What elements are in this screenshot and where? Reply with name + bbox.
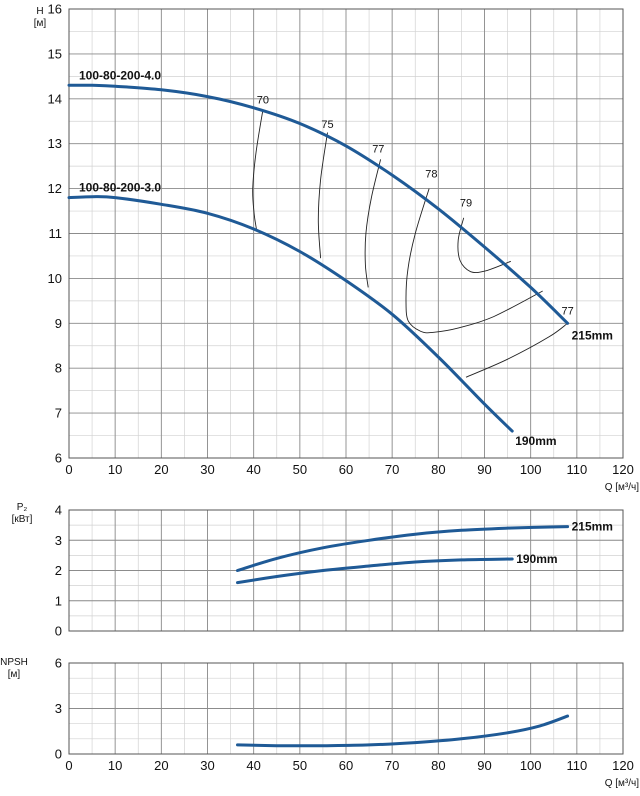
efficiency-label: 78 <box>425 168 437 180</box>
x-tick-label: 70 <box>385 462 399 477</box>
y-tick-label: 3 <box>55 701 62 716</box>
series-name-label: 100-80-200-3.0 <box>79 181 161 195</box>
y-tick-label: 7 <box>55 406 62 421</box>
efficiency-iso-line <box>317 132 328 259</box>
x-tick-label: 50 <box>293 758 307 773</box>
x-tick-label: 120 <box>612 462 634 477</box>
series-end-label: 190mm <box>515 434 556 448</box>
y-tick-label: 0 <box>55 747 62 762</box>
series-end-label: 190mm <box>516 552 557 566</box>
series-end-label: 215mm <box>572 328 613 342</box>
efficiency-label: 77 <box>372 144 384 156</box>
x-tick-label: 70 <box>385 758 399 773</box>
series-end-label: 215mm <box>572 520 613 534</box>
efficiency-iso-line <box>457 217 511 274</box>
x-tick-label: 100 <box>520 758 542 773</box>
y-axis-label-line: NPSH <box>0 657 28 668</box>
efficiency-label: 70 <box>257 94 269 106</box>
y-tick-label: 0 <box>55 624 62 639</box>
y-tick-label: 3 <box>55 533 62 548</box>
y-tick-label: 13 <box>48 136 62 151</box>
x-tick-label: 110 <box>566 462 587 477</box>
x-tick-label: 60 <box>339 758 353 773</box>
y-axis-label-line: P₂ <box>17 502 28 513</box>
y-tick-label: 6 <box>55 451 62 466</box>
efficiency-iso-line <box>405 188 543 334</box>
series-line <box>67 195 514 433</box>
x-axis-label: Q [м³/ч] <box>605 778 640 789</box>
x-tick-label: 50 <box>293 462 307 477</box>
y-axis-label: H [м] <box>34 6 47 29</box>
power-panel: 0 1 2 3 4 P₂ [кВт] 215mm 190mm <box>12 502 624 639</box>
y-tick-label: 4 <box>55 503 62 518</box>
x-tick-label: 40 <box>246 462 260 477</box>
efficiency-label: 79 <box>460 198 472 210</box>
x-tick-label: 10 <box>108 462 122 477</box>
y-tick-label: 15 <box>48 46 62 61</box>
x-axis-label: Q [м³/ч] <box>605 482 640 493</box>
y-axis-label-line: [кВт] <box>12 514 33 525</box>
y-tick-label: 8 <box>55 361 62 376</box>
y-axis-label-line: [м] <box>34 18 47 29</box>
x-tick-label: 0 <box>65 758 72 773</box>
series-name-label: 100-80-200-4.0 <box>79 68 161 82</box>
x-tick-label: 10 <box>108 758 122 773</box>
npsh-plot-frame <box>68 662 624 755</box>
x-tick-label: 80 <box>431 462 445 477</box>
head-plot-frame <box>68 8 624 459</box>
y-tick-label: 12 <box>48 181 62 196</box>
x-tick-label: 20 <box>154 462 168 477</box>
x-tick-label: 40 <box>246 758 260 773</box>
efficiency-iso-line <box>252 109 264 230</box>
efficiency-lines <box>252 109 568 378</box>
y-tick-label: 9 <box>55 316 62 331</box>
x-tick-label: 90 <box>477 462 491 477</box>
efficiency-iso-line <box>364 159 382 288</box>
y-axis-label: NPSH [м] <box>0 657 28 680</box>
x-tick-label: 100 <box>520 462 542 477</box>
x-tick-label: 90 <box>477 758 491 773</box>
efficiency-label: 75 <box>321 119 333 131</box>
npsh-grid-major <box>68 662 624 755</box>
x-tick-label: 60 <box>339 462 353 477</box>
y-tick-label: 2 <box>55 563 62 578</box>
y-tick-label: 14 <box>48 91 62 106</box>
y-tick-label: 6 <box>55 656 62 671</box>
x-tick-label: 30 <box>200 758 214 773</box>
y-axis-label: P₂ [кВт] <box>12 502 33 525</box>
x-tick-label: 120 <box>612 758 634 773</box>
x-tick-label: 20 <box>154 758 168 773</box>
y-tick-label: 10 <box>48 271 62 286</box>
x-tick-label: 30 <box>200 462 214 477</box>
series-line <box>236 525 570 572</box>
y-tick-label: 16 <box>48 2 62 17</box>
series-line <box>236 557 514 585</box>
y-tick-label: 1 <box>55 593 62 608</box>
y-axis-label-line: H <box>36 6 43 17</box>
y-tick-label: 11 <box>49 226 63 241</box>
x-tick-label: 80 <box>431 758 445 773</box>
series-line <box>67 83 570 325</box>
x-tick-label: 110 <box>566 758 587 773</box>
series-line <box>236 714 570 748</box>
x-tick-label: 0 <box>65 462 72 477</box>
efficiency-iso-line <box>465 322 568 378</box>
y-axis-label-line: [м] <box>8 669 21 680</box>
power-plot-frame <box>68 509 624 632</box>
efficiency-label: 77 <box>561 305 573 317</box>
